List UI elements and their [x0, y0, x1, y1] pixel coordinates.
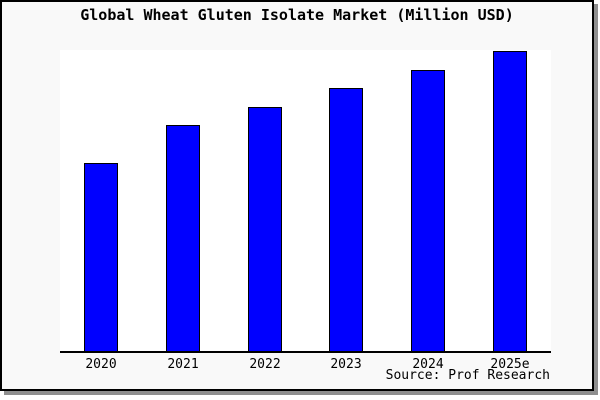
- x-tick-label-2020: 2020: [85, 357, 117, 372]
- chart-title: Global Wheat Gluten Isolate Market (Mill…: [80, 6, 514, 24]
- plot-area: [60, 50, 551, 353]
- x-tick-label-2022: 2022: [249, 357, 281, 372]
- bar-2025e: [493, 51, 527, 351]
- bar-2022: [248, 107, 282, 351]
- bar-2023: [329, 88, 363, 351]
- x-tick-label-2023: 2023: [330, 357, 362, 372]
- x-tick-label-2025e: 2025e: [490, 357, 530, 372]
- bar-2024: [411, 70, 445, 351]
- x-tick-label-2024: 2024: [412, 357, 444, 372]
- source-credit: Source: Prof Research: [385, 368, 550, 383]
- x-tick-label-2021: 2021: [167, 357, 199, 372]
- bar-2020: [84, 163, 118, 351]
- bar-2021: [166, 125, 200, 351]
- chart-frame: Global Wheat Gluten Isolate Market (Mill…: [0, 0, 594, 391]
